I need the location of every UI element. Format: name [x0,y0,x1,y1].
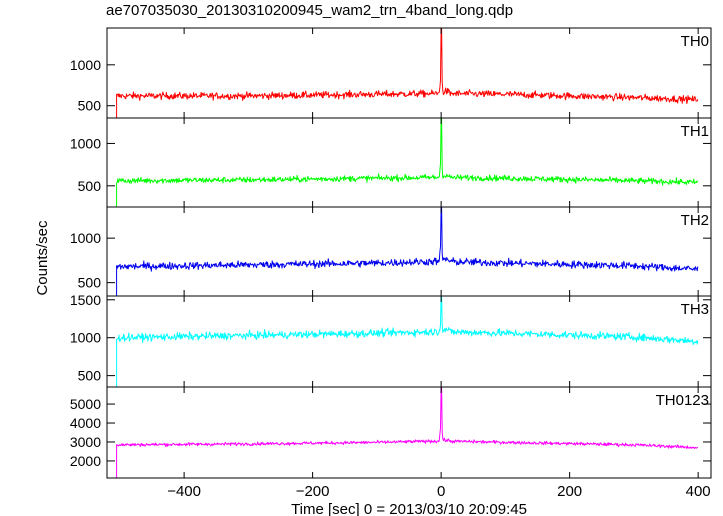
panel-frame-th0 [106,27,712,119]
y-tick-label: 500 [78,178,102,194]
x-axis-label: Time [sec] 0 = 2013/03/10 20:09:45 [291,501,527,516]
x-tick-label: −400 [167,483,201,500]
y-tick-label: 500 [78,275,102,291]
y-tick-label: 1500 [70,292,101,308]
panel-frame-th1 [106,117,712,208]
panel-label: TH0 [681,33,709,50]
panel-label: TH3 [681,301,709,318]
x-tick-label: 400 [686,483,711,500]
y-axis-label: Counts/sec [34,220,51,296]
y-tick-label: 2000 [70,453,101,469]
panel-frame-th0123 [106,386,712,479]
series-line-th2 [116,206,699,296]
series-line-th0123 [116,386,698,478]
series-line-th0 [116,27,699,118]
panel-label: TH1 [681,123,709,140]
x-tick-label: 200 [557,483,582,500]
series-line-th3 [116,295,699,387]
y-tick-label: 5000 [70,396,101,412]
x-tick-label: −200 [296,483,330,500]
y-tick-label: 4000 [70,415,101,431]
y-tick-label: 3000 [70,434,101,450]
y-tick-label: 1000 [70,230,101,246]
y-tick-label: 1000 [70,330,101,346]
x-tick-label: 0 [437,483,445,500]
y-tick-label: 1000 [70,135,101,151]
y-tick-label: 500 [78,368,102,384]
panel-label: TH0123 [656,392,709,409]
series-line-th1 [116,117,699,207]
chart-title: ae707035030_20130310200945_wam2_trn_4ban… [106,2,514,19]
y-tick-label: 500 [78,98,102,114]
panel-frame-th2 [106,206,712,297]
panel-label: TH2 [681,212,709,229]
panel-frame-th3 [106,295,712,388]
y-tick-label: 1000 [70,57,101,73]
